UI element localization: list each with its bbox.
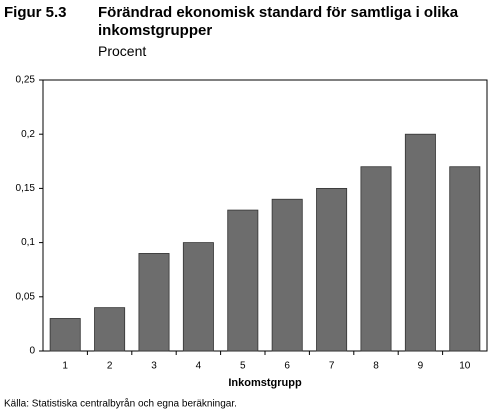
chart-title: Förändrad ekonomisk standard för samtlig…: [98, 4, 459, 39]
x-tick-label: 3: [151, 361, 157, 372]
bar: [360, 166, 392, 352]
y-tick-label: 0: [29, 346, 35, 357]
bar: [404, 133, 436, 352]
bar: [271, 198, 303, 352]
y-tick-label: 0,15: [16, 183, 36, 194]
figure-label: Figur 5.3: [4, 4, 67, 21]
x-tick-label: 8: [373, 361, 379, 372]
bar: [138, 253, 170, 352]
bar: [449, 166, 481, 352]
chart-subtitle: Procent: [98, 43, 147, 59]
x-tick-label: 2: [107, 361, 113, 372]
y-tick-label: 0,2: [21, 129, 35, 140]
x-tick-label: 4: [196, 361, 202, 372]
source: Källa: Statistiska centralbyrån och egna…: [4, 398, 237, 410]
y-tick-label: 0,1: [21, 237, 35, 248]
bar: [49, 318, 81, 352]
bar: [182, 242, 214, 352]
y-tick-label: 0,25: [16, 75, 36, 86]
x-tick-label: 7: [329, 361, 335, 372]
x-axis-label: Inkomstgrupp: [228, 377, 302, 389]
x-tick-label: 10: [459, 361, 471, 372]
x-tick-label: 6: [284, 361, 290, 372]
x-tick-label: 5: [240, 361, 246, 372]
x-tick-label: 9: [418, 361, 424, 372]
bar: [94, 307, 126, 352]
bar: [227, 209, 259, 352]
x-tick-label: 1: [62, 361, 68, 372]
y-tick-label: 0,05: [16, 291, 36, 302]
bar: [316, 187, 348, 352]
